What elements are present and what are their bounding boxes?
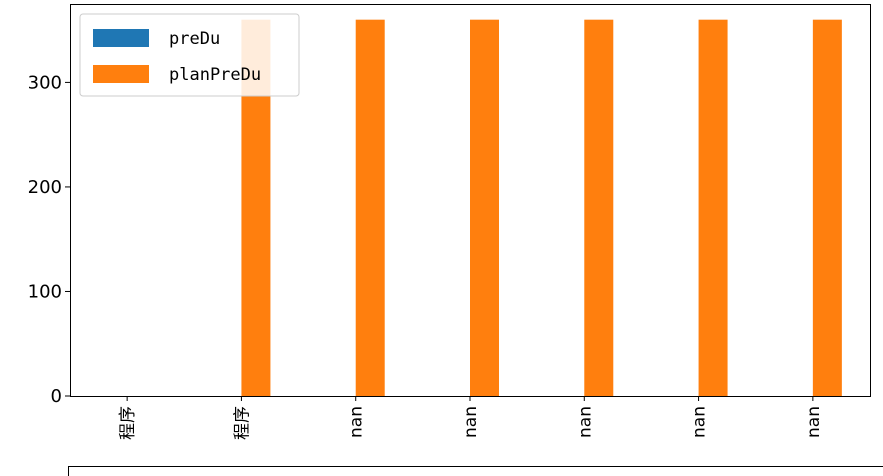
legend-label-planPreDu: planPreDu xyxy=(169,65,261,85)
y-tick-label: 100 xyxy=(28,281,62,302)
legend-swatch-preDu xyxy=(93,29,149,47)
x-tick-label: nan xyxy=(804,406,824,438)
x-tick-label: 程序 xyxy=(118,406,138,440)
y-tick-label: 200 xyxy=(28,177,62,198)
bar-planPreDu-3 xyxy=(470,19,499,397)
y-tick-label: 0 xyxy=(51,386,62,407)
bar-planPreDu-5 xyxy=(698,19,728,397)
x-tick-label: nan xyxy=(690,406,710,438)
x-tick-label: 程序 xyxy=(232,406,252,440)
clipped-lower-frame xyxy=(68,466,883,476)
bar-planPreDu-6 xyxy=(812,19,842,397)
legend-label-preDu: preDu xyxy=(169,29,220,49)
bar-planPreDu-4 xyxy=(584,19,614,397)
x-axis: 程序 程序 nan nan nan nan nan xyxy=(118,396,824,440)
y-axis: 0 100 200 300 xyxy=(28,72,70,407)
bar-planPreDu-2 xyxy=(355,19,385,397)
x-tick-label: nan xyxy=(575,406,595,438)
x-tick-label: nan xyxy=(461,406,481,438)
y-tick-label: 300 xyxy=(28,72,62,93)
legend-swatch-planPreDu xyxy=(93,65,149,83)
bars-layer xyxy=(241,19,842,397)
legend: preDu planPreDu xyxy=(79,13,300,97)
plot-frame xyxy=(70,4,871,397)
x-tick-label: nan xyxy=(347,406,367,438)
